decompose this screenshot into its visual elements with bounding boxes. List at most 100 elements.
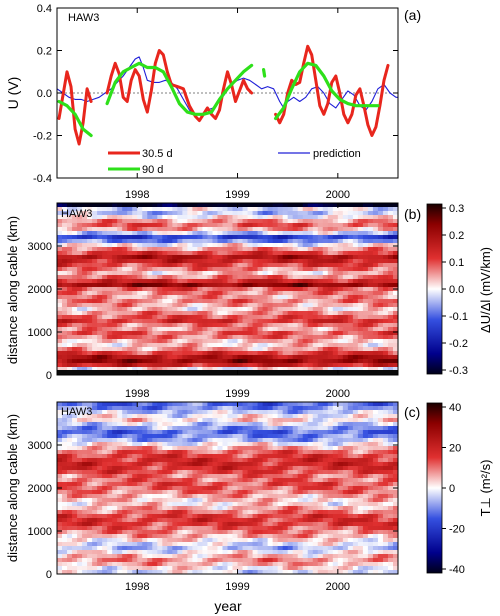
- heat-cell: [127, 470, 133, 475]
- heat-cell: [67, 446, 73, 451]
- heat-cell: [302, 335, 309, 340]
- heat-cell: [272, 251, 279, 256]
- heat-cell: [182, 363, 188, 368]
- heat-cell: [247, 478, 254, 483]
- heat-cell: [367, 442, 374, 447]
- heat-cell: [377, 287, 384, 292]
- heat-cell: [367, 514, 374, 519]
- heat-cell: [257, 478, 264, 483]
- heat-cell: [322, 454, 329, 459]
- heat-cell: [387, 351, 394, 356]
- heat-cell: [187, 319, 193, 324]
- heat-cell: [277, 414, 284, 419]
- heat-cell: [342, 303, 349, 308]
- heat-cell: [342, 275, 349, 280]
- heat-cell: [312, 502, 319, 507]
- heat-cell: [152, 223, 158, 228]
- heat-cell: [147, 363, 153, 368]
- heat-cell: [337, 474, 344, 479]
- heat-cell: [242, 502, 249, 507]
- heat-cell: [192, 450, 199, 455]
- heat-cell: [302, 251, 309, 256]
- heat-cell: [312, 271, 319, 276]
- heat-cell: [362, 255, 369, 260]
- heat-cell: [367, 498, 374, 503]
- heat-cell: [307, 331, 314, 336]
- heat-cell: [347, 211, 354, 216]
- heat-cell: [272, 351, 279, 356]
- heat-cell: [352, 291, 359, 296]
- heat-cell: [237, 275, 244, 280]
- heat-cell: [222, 454, 229, 459]
- heat-cell: [377, 315, 384, 320]
- heat-cell: [102, 458, 108, 463]
- heat-cell: [222, 275, 229, 280]
- heat-cell: [347, 351, 354, 356]
- heat-cell: [277, 494, 284, 499]
- heat-cell: [287, 219, 294, 224]
- heat-cell: [367, 339, 374, 344]
- heat-cell: [227, 267, 234, 272]
- heat-cell: [87, 486, 93, 491]
- heat-cell: [347, 271, 354, 276]
- heat-cell: [137, 211, 143, 216]
- heat-cell: [257, 235, 264, 240]
- heat-cell: [127, 307, 133, 312]
- heat-cell: [262, 351, 269, 356]
- panel-a-legend: 30.5 d 90 d prediction: [108, 148, 361, 176]
- heat-cell: [247, 458, 254, 463]
- heat-cell: [392, 211, 398, 216]
- heat-cell: [267, 303, 274, 308]
- heat-cell: [277, 506, 284, 511]
- heat-cell: [107, 247, 113, 252]
- heat-cell: [267, 231, 274, 236]
- heat-cell: [392, 291, 398, 296]
- heat-cell: [242, 406, 249, 411]
- heat-cell: [297, 299, 304, 304]
- heat-cell: [337, 470, 344, 475]
- heat-cell: [342, 299, 349, 304]
- heat-cell: [367, 307, 374, 312]
- legend-label-prediction: prediction: [313, 148, 361, 160]
- heat-cell: [107, 215, 113, 220]
- heat-cell: [327, 426, 334, 431]
- heat-cell: [107, 299, 113, 304]
- heat-cell: [117, 275, 123, 280]
- heat-cell: [297, 203, 304, 208]
- heat-cell: [152, 418, 158, 423]
- heat-cell: [192, 263, 199, 268]
- heat-cell: [342, 514, 349, 519]
- heat-cell: [277, 347, 284, 352]
- heat-cell: [377, 458, 384, 463]
- heat-cell: [162, 351, 168, 356]
- heat-cell: [207, 283, 214, 288]
- heat-cell: [272, 279, 279, 284]
- heat-cell: [322, 323, 329, 328]
- heat-cell: [87, 367, 93, 372]
- heat-cell: [357, 311, 364, 316]
- heat-cell: [352, 343, 359, 348]
- heat-cell: [252, 514, 259, 519]
- heat-cell: [327, 299, 334, 304]
- heat-cell: [347, 506, 354, 511]
- heat-cell: [57, 227, 63, 232]
- heat-cell: [112, 235, 118, 240]
- heat-cell: [312, 331, 319, 336]
- heat-cell: [72, 402, 78, 407]
- heat-cell: [172, 422, 178, 427]
- heat-cell: [187, 470, 193, 475]
- heat-cell: [342, 430, 349, 435]
- heat-cell: [137, 474, 143, 479]
- heat-cell: [127, 211, 133, 216]
- heat-cell: [132, 267, 138, 272]
- heat-cell: [67, 255, 73, 260]
- heat-cell: [267, 331, 274, 336]
- heat-cell: [242, 255, 249, 260]
- heat-cell: [242, 355, 249, 360]
- heat-cell: [157, 422, 163, 427]
- heat-cell: [67, 207, 73, 212]
- heat-cell: [272, 295, 279, 300]
- heat-cell: [162, 331, 168, 336]
- heat-cell: [67, 315, 73, 320]
- heat-cell: [147, 231, 153, 236]
